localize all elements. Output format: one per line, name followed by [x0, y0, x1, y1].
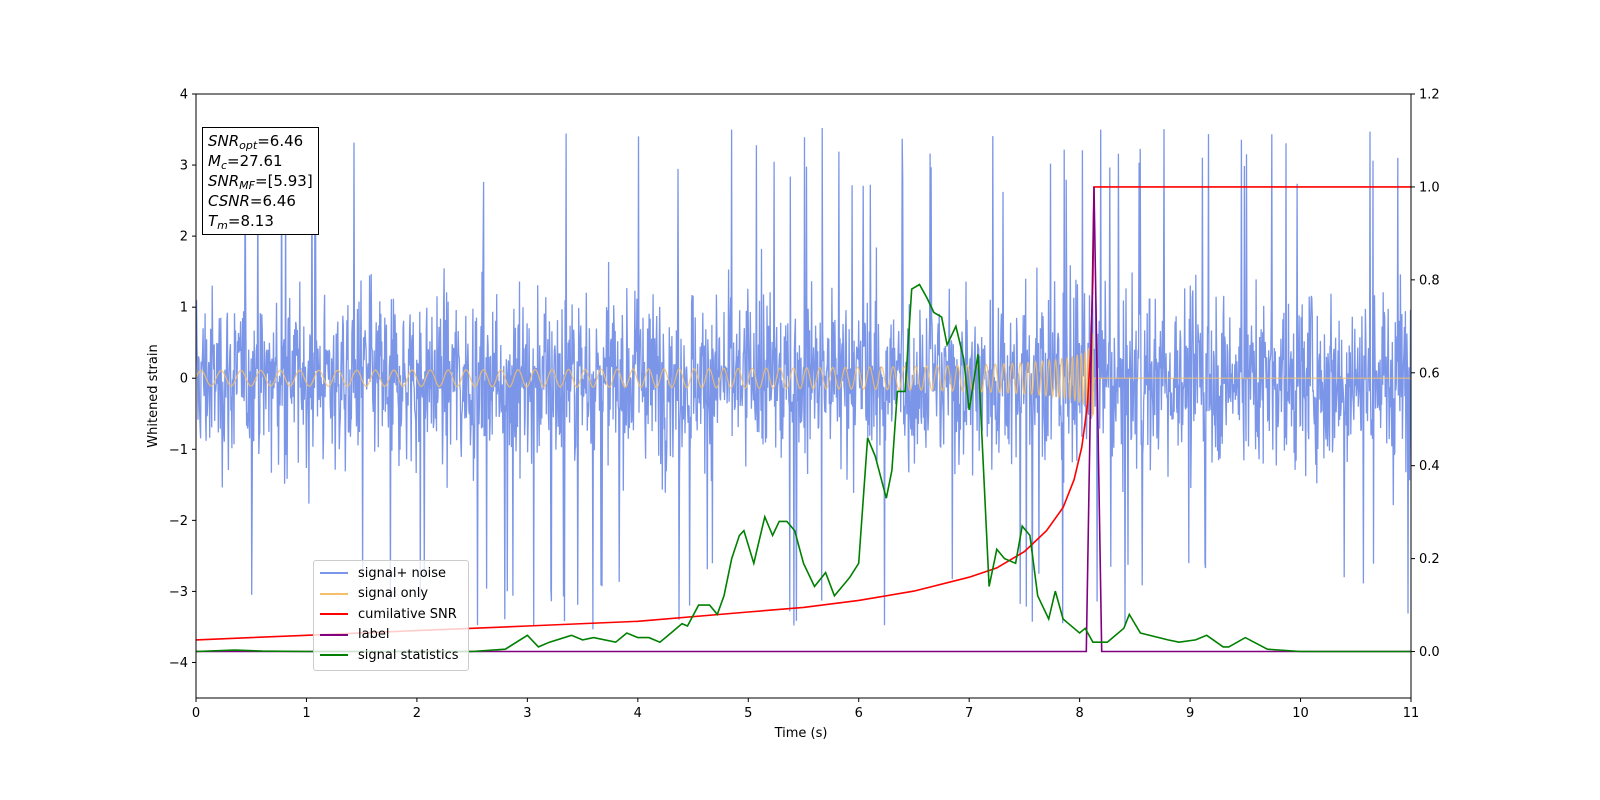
series-cumulative-snr [196, 186, 1411, 641]
x-tick-label: 10 [1292, 706, 1309, 721]
legend-item-signal-noise: signal+ noise [314, 563, 468, 584]
stat-snr-opt: SNRopt=6.46 [208, 132, 304, 152]
legend-item-signal-only: signal only [314, 584, 468, 605]
y-left-tick-label: 2 [180, 230, 188, 245]
y-left-tick-label: 1 [180, 301, 188, 316]
y-axis-left-ticks: 4 3 2 1 0 −1 −2 −3 −4 [169, 88, 196, 671]
x-tick-label: 8 [1075, 706, 1083, 721]
series-signal-statistics [196, 283, 1411, 653]
stat-snr-mf: SNRMF=[5.93] [208, 172, 313, 192]
x-tick-label: 11 [1403, 706, 1420, 721]
y-left-tick-label: −3 [169, 585, 188, 600]
x-tick-label: 3 [523, 706, 531, 721]
series-layer [196, 127, 1411, 653]
y-axis-right-ticks: 1.2 1.0 0.8 0.6 0.4 0.2 0.0 [1411, 88, 1440, 660]
legend-item-label: label [314, 625, 468, 646]
x-tick-label: 7 [965, 706, 973, 721]
x-axis-ticks: 0 1 2 3 4 5 6 7 8 9 10 11 [192, 698, 1419, 721]
legend-swatch [320, 592, 348, 595]
stat-merger-time: Tm=8.13 [208, 212, 274, 232]
y-right-tick-label: 0.2 [1419, 552, 1440, 567]
x-tick-label: 4 [634, 706, 642, 721]
x-tick-label: 1 [302, 706, 310, 721]
y-axis-label: Whitened strain [146, 344, 161, 447]
series-label [196, 186, 1411, 653]
y-right-tick-label: 1.0 [1419, 180, 1440, 195]
legend-swatch [320, 613, 348, 616]
y-right-tick-label: 0.0 [1419, 645, 1440, 660]
stat-chirp-mass: Mc=27.61 [208, 152, 283, 172]
y-right-tick-label: 1.2 [1419, 88, 1440, 103]
y-right-tick-label: 0.4 [1419, 459, 1440, 474]
x-axis-label: Time (s) [774, 726, 828, 741]
series-signal-noise [196, 127, 1411, 630]
legend-label: signal only [358, 586, 429, 602]
y-left-tick-label: 0 [180, 372, 188, 387]
x-tick-label: 6 [855, 706, 863, 721]
x-tick-label: 0 [192, 706, 200, 721]
y-right-tick-label: 0.8 [1419, 273, 1440, 288]
y-left-tick-label: −1 [169, 443, 188, 458]
legend: signal+ noise signal only cumilative SNR… [313, 560, 469, 671]
legend-label: label [358, 627, 390, 643]
legend-label: signal statistics [358, 647, 459, 663]
y-right-tick-label: 0.6 [1419, 366, 1440, 381]
y-left-tick-label: −2 [169, 514, 188, 529]
legend-item-cumulative-snr: cumilative SNR [314, 604, 468, 625]
x-tick-label: 5 [744, 706, 752, 721]
legend-item-signal-statistics: signal statistics [314, 645, 468, 666]
stat-csnr: CSNR=6.46 [208, 192, 296, 210]
legend-swatch [320, 572, 348, 575]
y-left-tick-label: 4 [180, 88, 188, 103]
legend-swatch [320, 633, 348, 636]
x-tick-label: 2 [413, 706, 421, 721]
stats-box: SNRopt=6.46 Mc=27.61 SNRMF=[5.93] CSNR=6… [202, 127, 319, 235]
legend-label: cumilative SNR [358, 606, 457, 622]
x-tick-label: 9 [1186, 706, 1194, 721]
series-signal-only [196, 333, 1411, 417]
legend-swatch [320, 654, 348, 657]
legend-label: signal+ noise [358, 565, 447, 581]
plot-frame [195, 93, 1412, 699]
y-left-tick-label: 3 [180, 159, 188, 174]
y-left-tick-label: −4 [169, 656, 188, 671]
